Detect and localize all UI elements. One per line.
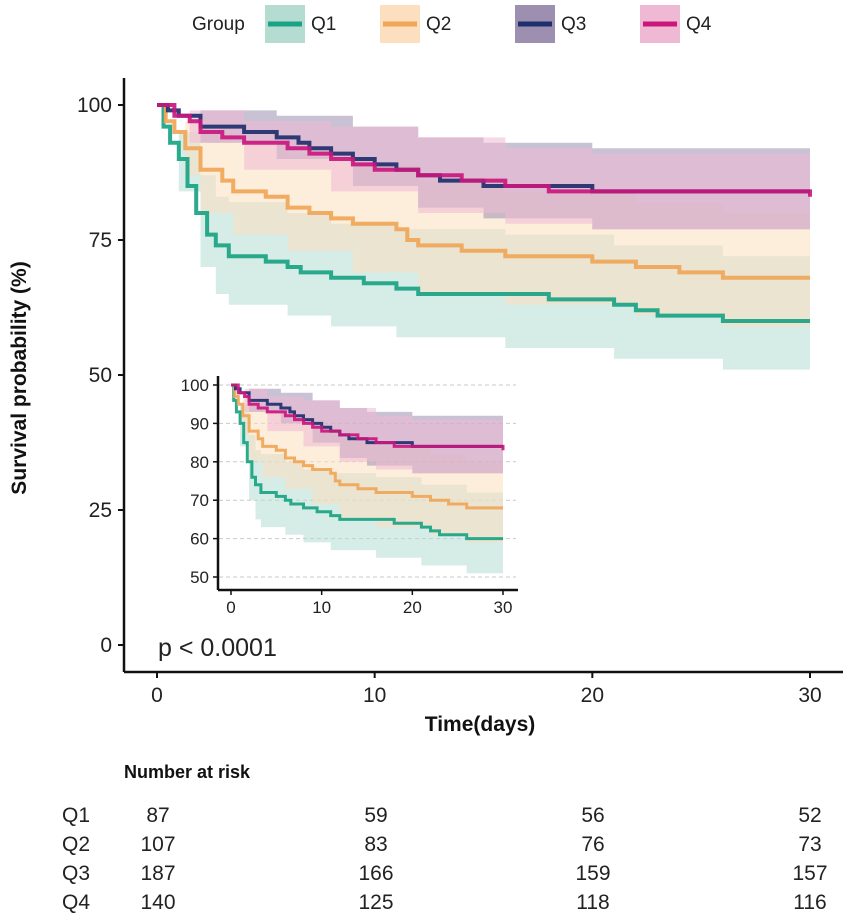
risk-table: Number at risk Q1 87 59 56 52 Q2 107 83 76 73 Q3 18… <box>62 762 828 914</box>
ci-band-q4 <box>157 105 810 235</box>
y-tick-label: 50 <box>89 364 112 387</box>
legend-label: Q4 <box>686 14 712 35</box>
y-tick-label: 25 <box>89 499 112 522</box>
x-tick-label: 20 <box>581 684 604 707</box>
legend-item-q2: Q2 <box>380 5 451 43</box>
survival-line-q4 <box>157 103 812 197</box>
y-tick-label: 0 <box>100 634 112 657</box>
inset-y-tick-label: 100 <box>181 376 209 395</box>
legend-label: Q3 <box>561 14 586 35</box>
risk-row-label: Q3 <box>62 862 90 885</box>
survival-line-q2 <box>157 103 810 280</box>
y-tick-label: 100 <box>77 94 112 117</box>
risk-count: 140 <box>140 891 175 914</box>
legend-item-q4: Q4 <box>640 5 712 43</box>
risk-count: 76 <box>581 833 604 856</box>
legend-item-q3: Q3 <box>515 5 586 43</box>
risk-row-label: Q2 <box>62 833 90 856</box>
inset-y-tick-label: 90 <box>190 414 209 433</box>
risk-count: 157 <box>792 862 827 885</box>
risk-count: 116 <box>793 891 826 914</box>
legend: Group Q1 Q2 Q3 Q4 <box>192 5 712 43</box>
risk-count: 187 <box>140 862 175 885</box>
p-value-annotation: p < 0.0001 <box>158 634 277 662</box>
x-tick-label: 0 <box>151 684 163 707</box>
risk-count: 59 <box>364 804 387 827</box>
risk-count: 83 <box>364 833 387 856</box>
inset-survival-line-q4 <box>231 383 505 451</box>
inset-y-tick-label: 50 <box>190 568 209 587</box>
risk-count: 87 <box>146 804 169 827</box>
risk-table-title: Number at risk <box>124 762 251 782</box>
inset-x-tick-label: 0 <box>226 598 235 617</box>
inset-y-tick-label: 60 <box>190 530 209 549</box>
inset-x-tick-label: 30 <box>494 598 513 617</box>
inset-survival-line-q2 <box>231 383 503 510</box>
risk-row-q2: Q2 107 83 76 73 <box>62 833 822 856</box>
survival-line-q1 <box>157 103 810 323</box>
legend-item-q1: Q1 <box>265 5 336 43</box>
inset-survival-line-q1 <box>231 383 503 541</box>
risk-count: 56 <box>581 804 604 827</box>
risk-count: 159 <box>575 862 610 885</box>
risk-count: 125 <box>358 891 393 914</box>
risk-count: 73 <box>798 833 821 856</box>
risk-row-q1: Q1 87 59 56 52 <box>62 804 822 827</box>
inset-ci-band-q4 <box>231 385 503 478</box>
risk-row-q3: Q3 187 166 159 157 <box>62 862 828 885</box>
inset-x-tick-label: 10 <box>312 598 331 617</box>
risk-count: 107 <box>140 833 175 856</box>
y-axis-title: Survival probability (%) <box>8 261 31 494</box>
legend-title: Group <box>192 14 245 35</box>
x-tick-label: 10 <box>363 684 386 707</box>
inset-x-tick-label: 20 <box>403 598 422 617</box>
x-axis-title: Time(days) <box>425 713 536 736</box>
risk-count: 52 <box>798 804 821 827</box>
legend-label: Q1 <box>311 14 336 35</box>
risk-row-label: Q1 <box>62 804 90 827</box>
inset-y-tick-label: 70 <box>190 491 209 510</box>
x-tick-label: 30 <box>798 684 821 707</box>
risk-row-q4: Q4 140 125 118 116 <box>62 891 827 914</box>
risk-count: 118 <box>576 891 609 914</box>
inset-plot: 50 60 70 80 90 100 0 10 20 30 <box>181 372 521 624</box>
risk-count: 166 <box>358 862 393 885</box>
inset-y-tick-label: 80 <box>190 453 209 472</box>
legend-label: Q2 <box>426 14 451 35</box>
risk-row-label: Q4 <box>62 891 90 914</box>
y-tick-label: 75 <box>89 229 112 252</box>
